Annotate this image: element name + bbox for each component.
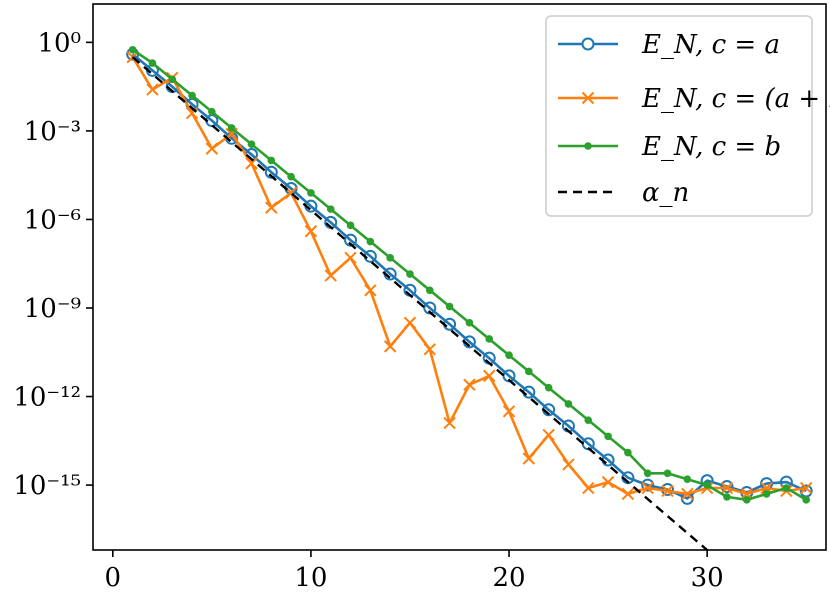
data-point [264,165,278,179]
legend: E_N, c = a E_N, c = (a + b) / 2 E_N, c = b… [545,15,830,217]
x-tick-label: 0 [105,563,122,593]
data-point [423,343,436,356]
y-tick-label: 10⁻¹² [13,383,81,413]
data-point [146,83,159,96]
data-point [406,270,414,278]
legend-label: α_n [642,178,689,208]
data-point [265,201,278,214]
legend-label: E_N, c = a [641,30,780,60]
data-point [307,189,315,197]
x-tick-label: 10 [294,563,327,593]
legend-entry-0: E_N, c = a [558,30,780,60]
data-point [505,351,513,360]
data-point [425,286,434,295]
data-point [346,221,355,230]
data-point [720,480,734,494]
data-point [386,254,394,262]
legend-entry-3: α_n [558,178,689,208]
data-point [522,452,536,465]
legend-label: E_N, c = (a + b) / 2 [641,84,830,114]
data-point [641,478,655,492]
data-point [445,302,454,311]
legend-entry-2: E_N, c = b [558,132,781,162]
axes: 0 10 20 30 10⁰ 10⁻³ 10⁻⁶ 10⁻⁹ 10⁻¹² 10⁻¹⁵ [13,3,827,593]
data-point [324,269,337,282]
data-point [208,107,216,116]
data-point [463,378,476,391]
x-tick-label: 20 [492,563,525,593]
data-point [643,469,652,478]
data-point [661,484,674,498]
data-point [227,124,236,132]
data-point [366,237,375,246]
legend-box [545,15,813,217]
legend-label: E_N, c = b [641,132,781,162]
data-point [364,284,377,297]
legend-marker [584,142,592,150]
series-line [131,56,708,550]
data-point [483,369,496,383]
y-tick-label: 10⁻⁶ [24,205,81,235]
data-point [802,496,810,504]
data-point [723,493,731,501]
series-3 [131,56,708,550]
data-point [185,106,199,120]
data-point [326,205,335,213]
data-point [168,75,177,84]
data-point [205,142,219,155]
data-point [564,400,573,408]
data-point [267,156,276,165]
data-point [762,490,771,498]
data-point [245,157,258,170]
data-point [742,496,751,504]
data-point [148,59,157,67]
x-tick-label: 30 [691,563,724,593]
y-tick-label: 10⁻³ [24,117,81,147]
data-point [383,340,397,353]
data-point [604,432,612,441]
legend-entry-1: E_N, c = (a + b) / 2 [558,84,830,114]
data-point [443,416,456,430]
data-point [304,225,318,238]
legend-marker [581,91,595,105]
data-point [525,367,533,376]
data-point [720,481,734,495]
data-point [128,45,137,54]
data-point [624,448,632,457]
data-point [502,405,516,418]
data-point [601,475,615,489]
plot-frame [92,3,827,551]
data-point [344,251,357,265]
data-point [663,469,672,478]
data-point [544,383,553,392]
data-point [403,316,417,329]
data-point [188,91,196,100]
data-point [584,416,593,424]
data-point [641,481,654,495]
data-point [782,484,791,492]
data-point [621,487,635,501]
y-tick-label: 10⁰ [37,28,81,58]
plot-area [126,45,813,550]
series-2 [128,45,810,504]
data-point [247,140,256,148]
data-point [683,475,692,483]
data-point [582,481,595,495]
data-point [465,318,474,327]
data-point [799,481,813,495]
data-point [703,481,711,489]
y-tick-label: 10⁻¹⁵ [13,471,81,501]
legend-marker [581,37,595,51]
data-point [542,428,555,442]
data-point [485,335,494,343]
y-tick-label: 10⁻⁹ [24,294,81,324]
data-point [681,487,694,501]
data-point [287,172,295,181]
data-point [562,458,575,471]
